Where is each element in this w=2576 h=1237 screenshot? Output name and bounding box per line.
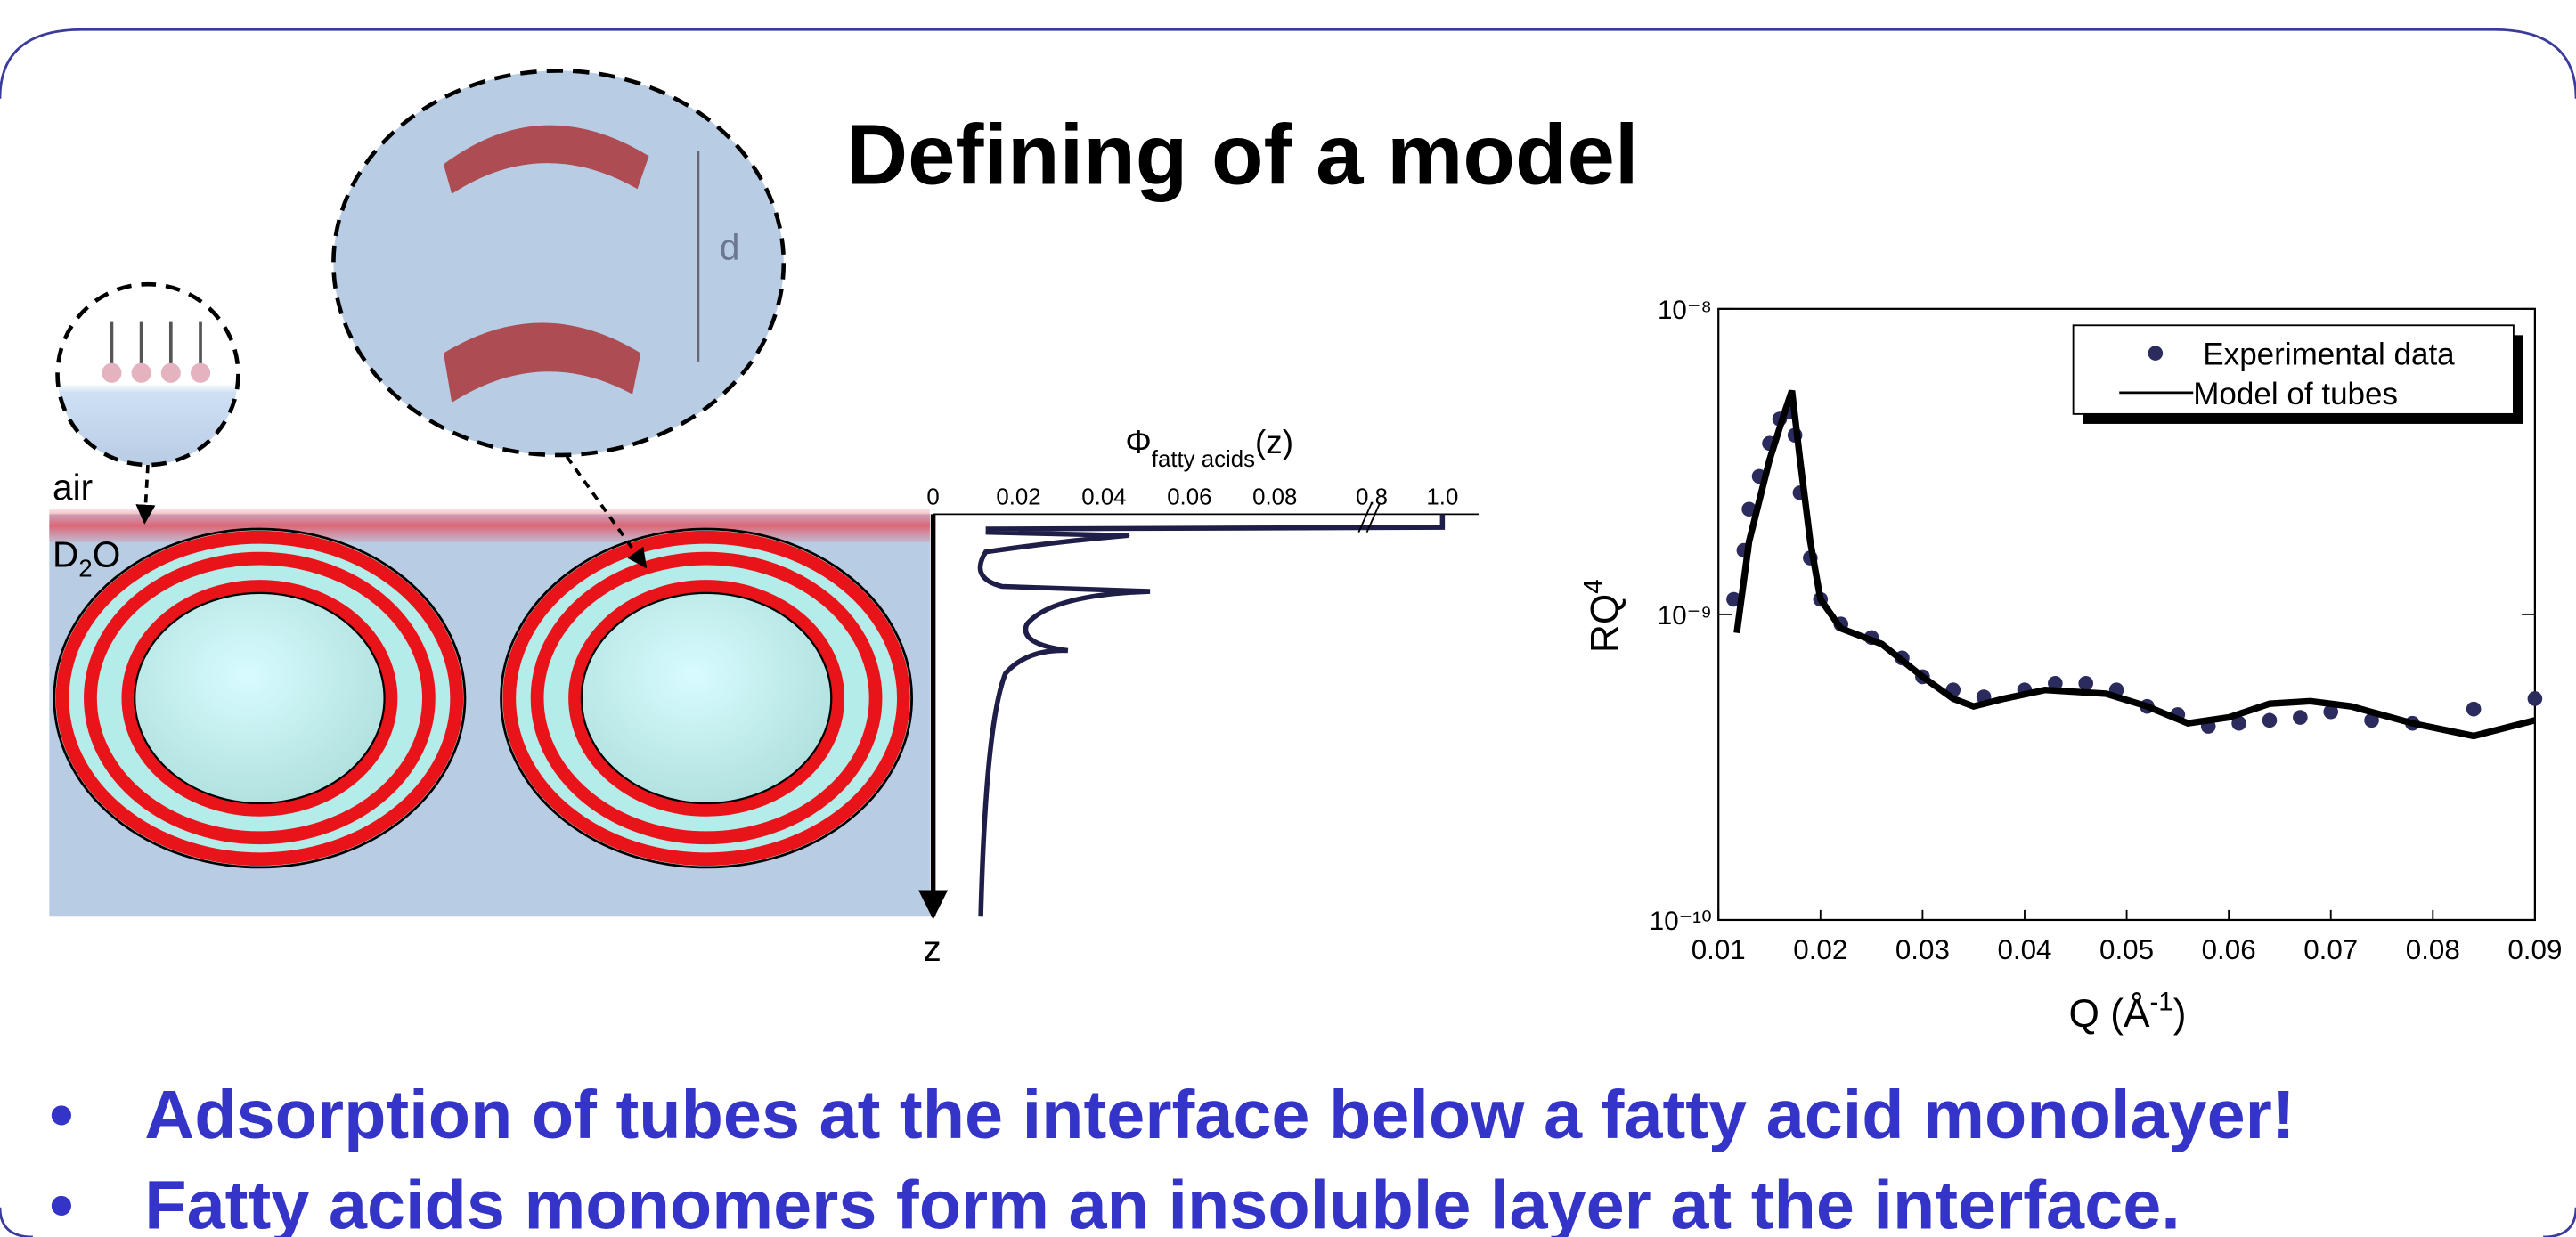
bullet: • (49, 1077, 73, 1153)
model-line (1733, 389, 2536, 740)
arrow (565, 455, 648, 569)
x-tick-label: 0.09 (2507, 934, 2562, 965)
data-point (2364, 712, 2379, 728)
x-tick-label: 0.02 (1793, 934, 1847, 965)
data-point (1726, 591, 1741, 607)
profile-tick-label: 0.8 (1356, 484, 1388, 509)
monolayer (49, 509, 930, 542)
legend (2072, 324, 2515, 415)
data-point (2323, 704, 2339, 720)
legend-marker (2148, 346, 2164, 361)
profile-ticks: 0 0.02 0.04 0.06 0.08 0.8 1.0 (926, 484, 1458, 509)
profile-tick-label: 0 (926, 484, 939, 509)
data-point (2262, 712, 2278, 728)
legend-label: Experimental data (2203, 338, 2455, 372)
profile-tick-label: 0.04 (1081, 484, 1126, 509)
profile-tick-label: 1.0 (1426, 484, 1458, 509)
slide-frame (0, 28, 2576, 99)
spacing-label: d (720, 227, 740, 268)
data-point (2293, 710, 2308, 725)
tube (500, 527, 914, 869)
data-point (2527, 691, 2543, 706)
diagram: d air D2O z Φfatty acids(z) 0 0.02 0.04 0.0… (49, 69, 1479, 969)
bullet-text: Adsorption of tubes at the interface bel… (144, 1077, 2295, 1153)
depth-label: z (924, 928, 942, 969)
d2o-label: D2O (53, 533, 120, 582)
axis-break (1365, 502, 1382, 533)
legend-label: Model of tubes (2193, 377, 2398, 411)
data-point (2048, 675, 2063, 691)
heads (102, 362, 211, 383)
bullet-text: Fatty acids monomers form an insoluble l… (144, 1168, 2181, 1237)
y-tick-label: 10⁻¹⁰ (1650, 907, 1712, 936)
x-tick-label: 0.08 (2406, 934, 2460, 965)
data-point (2231, 715, 2246, 731)
bilayer (443, 125, 649, 194)
profile-tick-label: 0.08 (1252, 484, 1297, 509)
y-tick-label: 10⁻⁸ (1658, 296, 1712, 325)
x-tick-label: 0.01 (1692, 934, 1746, 965)
x-tick-label: 0.04 (1997, 934, 2051, 965)
x-axis-label: Q (Å-1) (2069, 987, 2187, 1035)
molecules (110, 321, 202, 369)
axis-break (1357, 502, 1373, 533)
data-point (1741, 501, 1757, 517)
bilayer (443, 322, 641, 403)
tube (53, 527, 467, 869)
x-tick-label: 0.05 (2099, 934, 2154, 965)
profile-tick-label: 0.02 (996, 484, 1040, 509)
profile-title: Φfatty acids(z) (1125, 424, 1293, 472)
data-point (2466, 701, 2482, 717)
arrow (135, 464, 156, 525)
x-tick-label: 0.06 (2202, 934, 2256, 965)
x-tick-label: 0.07 (2303, 934, 2358, 965)
y-tick-label: 10⁻⁹ (1658, 601, 1712, 631)
chart: Q (Å-1) RQ4 0.01 0.02 0.03 0.04 0.05 0.06 0.07… (1578, 296, 2562, 1036)
y-axis-label: RQ4 (1578, 579, 1626, 653)
air-label: air (53, 467, 93, 508)
x-tick-label: 0.03 (1895, 934, 1950, 965)
profile-curve (977, 514, 1446, 917)
data-point (2078, 675, 2094, 691)
profile-tick-label: 0.06 (1167, 484, 1211, 509)
slide-title: Defining of a model (846, 108, 1639, 203)
bullet: • (49, 1168, 73, 1237)
